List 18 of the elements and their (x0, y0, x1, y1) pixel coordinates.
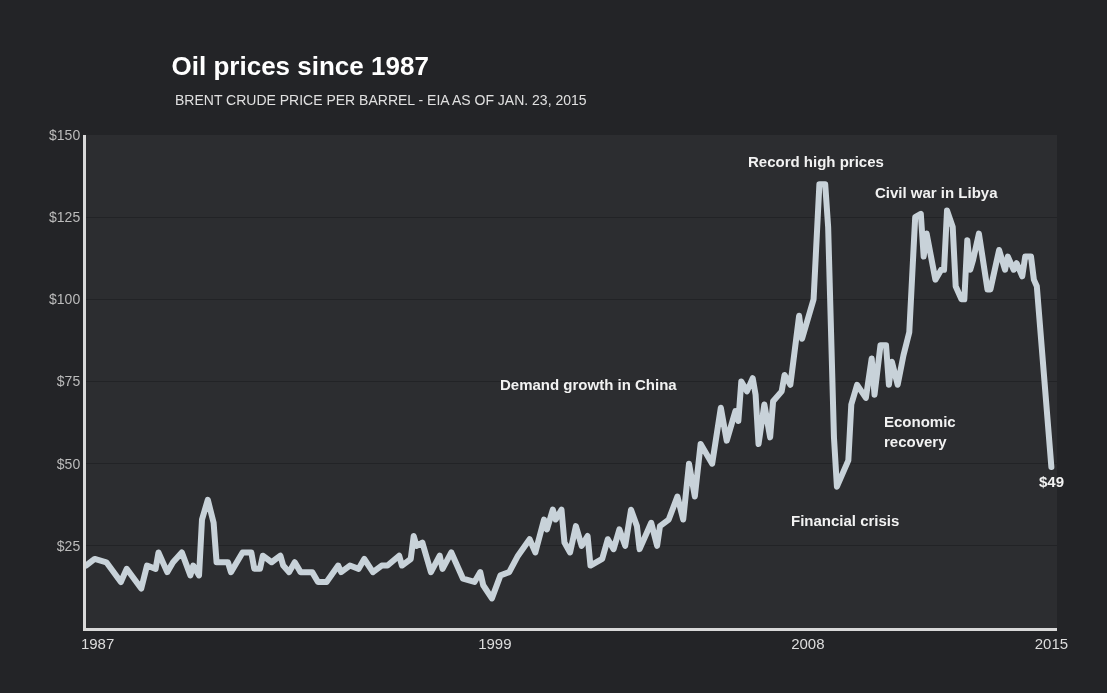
annotation: Demand growth in China (500, 376, 678, 393)
x-tick-label: 1987 (80, 635, 115, 652)
annotation: Record high prices (748, 153, 884, 170)
y-tick-label: $50 (56, 455, 81, 472)
y-tick-label: $150 (49, 126, 81, 143)
annotation: Civil war in Libya (875, 184, 999, 201)
y-tick-label: $100 (49, 291, 81, 308)
annotation: Financial crisis (791, 512, 900, 529)
y-tick-label: $125 (49, 209, 81, 226)
chart-subtitle: BRENT CRUDE PRICE PER BARREL - EIA AS OF JAN. 23, 2015 (175, 92, 587, 108)
y-tick-label: $25 (56, 537, 81, 554)
annotation: $49 (1039, 473, 1065, 490)
y-tick-label: $75 (56, 373, 81, 390)
x-tick-label: 2015 (1034, 635, 1069, 652)
x-tick-label: 2008 (791, 635, 825, 652)
chart-title: Oil prices since 1987 (171, 50, 429, 81)
x-tick-label: 1999 (478, 635, 512, 652)
annotation: Economic recovery (884, 413, 956, 450)
